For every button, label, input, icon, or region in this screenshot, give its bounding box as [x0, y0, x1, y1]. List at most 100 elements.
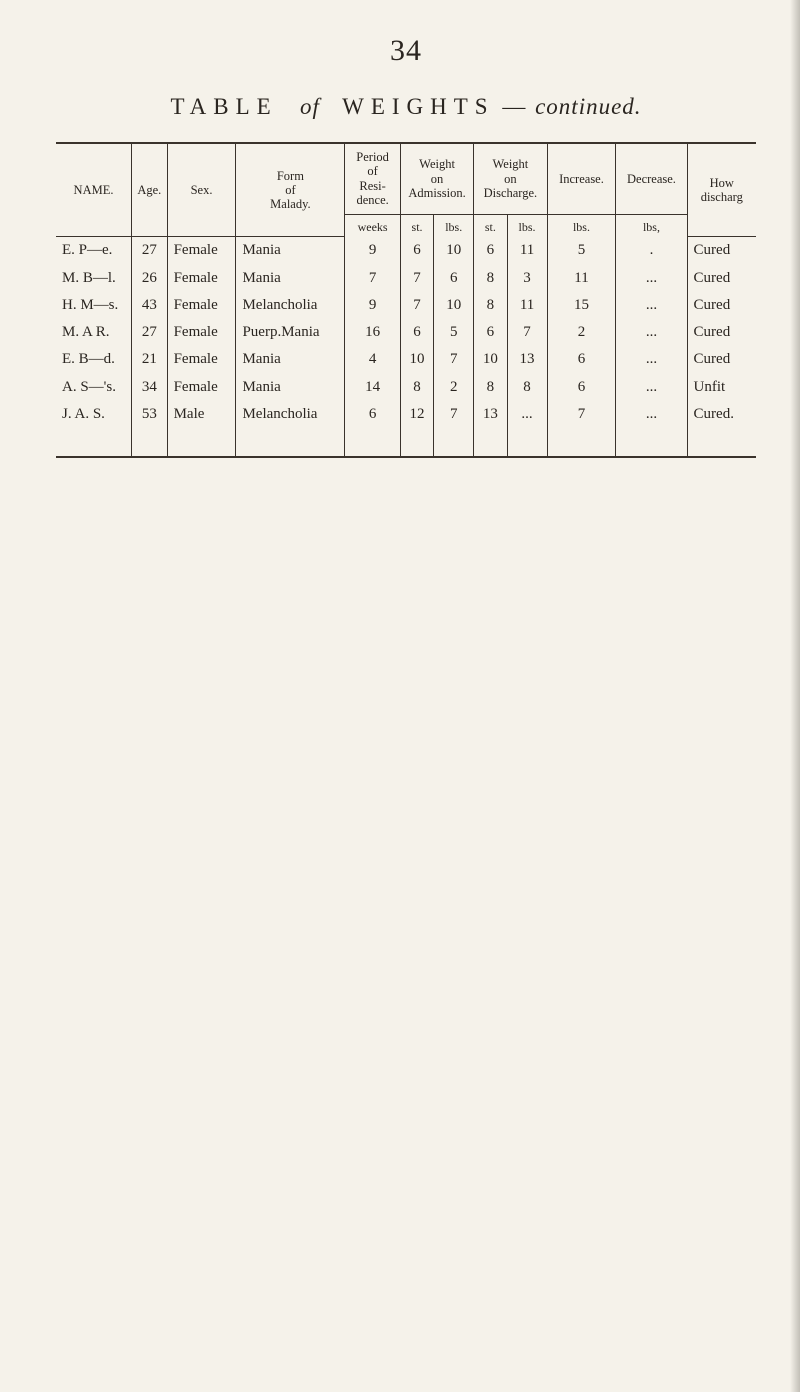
cell-wd-lb: 11 — [507, 237, 547, 265]
cell-inc: 11 — [547, 265, 616, 292]
cell-sex: Female — [167, 374, 236, 401]
cell-wa-st: 10 — [400, 346, 433, 373]
cell-age: 26 — [132, 265, 168, 292]
title-left: TABLE — [170, 94, 277, 119]
cell-how: Cured — [687, 346, 756, 373]
title-mid: WEIGHTS — [342, 94, 494, 119]
cell-wa-st: 7 — [400, 265, 433, 292]
col-sex: Sex. — [167, 143, 236, 237]
cell-wd-st: 6 — [474, 319, 507, 346]
cell-wd-st: 8 — [474, 292, 507, 319]
cell-age: 43 — [132, 292, 168, 319]
title-right: continued. — [535, 94, 641, 119]
cell-period: 9 — [345, 237, 401, 265]
cell-wa-lb: 6 — [434, 265, 474, 292]
unit-period: weeks — [345, 214, 401, 237]
cell-form: Mania — [236, 346, 345, 373]
table-row: E. P—e. 27 Female Mania 9 6 10 6 11 5 . … — [56, 237, 756, 265]
cell-how: Unfit — [687, 374, 756, 401]
table-row: J. A. S. 53 Male Melancholia 6 12 7 13 .… — [56, 401, 756, 428]
cell-how: Cured — [687, 319, 756, 346]
weights-table: NAME. Age. Sex. FormofMalady. PeriodofRe… — [56, 142, 756, 458]
cell-form: Mania — [236, 237, 345, 265]
cell-wd-st: 8 — [474, 265, 507, 292]
page-number: 34 — [56, 34, 756, 68]
cell-wd-lb: 3 — [507, 265, 547, 292]
cell-dec: . — [616, 237, 687, 265]
unit-dec: lbs, — [616, 214, 687, 237]
cell-period: 14 — [345, 374, 401, 401]
cell-name: J. A. S. — [56, 401, 132, 428]
cell-wd-lb: 13 — [507, 346, 547, 373]
cell-wd-lb: 7 — [507, 319, 547, 346]
col-increase: Increase. — [547, 143, 616, 214]
col-weight-admission: WeightonAdmission. — [400, 143, 473, 214]
col-weight-discharge: WeightonDischarge. — [474, 143, 547, 214]
cell-how: Cured — [687, 292, 756, 319]
table-body: E. P—e. 27 Female Mania 9 6 10 6 11 5 . … — [56, 237, 756, 457]
cell-wd-st: 13 — [474, 401, 507, 428]
cell-name: M. A R. — [56, 319, 132, 346]
cell-wd-lb: 8 — [507, 374, 547, 401]
cell-form: Melancholia — [236, 401, 345, 428]
cell-form: Puerp.Mania — [236, 319, 345, 346]
unit-wd-lb: lbs. — [507, 214, 547, 237]
cell-inc: 7 — [547, 401, 616, 428]
table-row: H. M—s. 43 Female Melancholia 9 7 10 8 1… — [56, 292, 756, 319]
cell-wd-lb: ... — [507, 401, 547, 428]
cell-period: 7 — [345, 265, 401, 292]
cell-wa-lb: 7 — [434, 401, 474, 428]
cell-age: 27 — [132, 237, 168, 265]
cell-period: 9 — [345, 292, 401, 319]
cell-how: Cured. — [687, 401, 756, 428]
cell-wa-st: 7 — [400, 292, 433, 319]
unit-inc: lbs. — [547, 214, 616, 237]
cell-name: M. B—l. — [56, 265, 132, 292]
cell-age: 27 — [132, 319, 168, 346]
cell-wd-st: 10 — [474, 346, 507, 373]
table-row: A. S—'s. 34 Female Mania 14 8 2 8 8 6 ..… — [56, 374, 756, 401]
cell-form: Melancholia — [236, 292, 345, 319]
cell-name: E. B—d. — [56, 346, 132, 373]
cell-period: 6 — [345, 401, 401, 428]
cell-dec: ... — [616, 292, 687, 319]
cell-sex: Female — [167, 237, 236, 265]
page: 34 TABLE of WEIGHTS — continued. NAME. A… — [0, 0, 800, 1392]
cell-wa-lb: 7 — [434, 346, 474, 373]
cell-how: Cured — [687, 265, 756, 292]
cell-inc: 5 — [547, 237, 616, 265]
page-right-edge-shadow — [790, 0, 800, 1392]
col-period: PeriodofResi-dence. — [345, 143, 401, 214]
cell-form: Mania — [236, 265, 345, 292]
cell-dec: ... — [616, 346, 687, 373]
cell-form: Mania — [236, 374, 345, 401]
cell-wa-lb: 5 — [434, 319, 474, 346]
cell-how: Cured — [687, 237, 756, 265]
cell-inc: 15 — [547, 292, 616, 319]
unit-wa-st: st. — [400, 214, 433, 237]
cell-sex: Female — [167, 292, 236, 319]
cell-period: 4 — [345, 346, 401, 373]
col-form: FormofMalady. — [236, 143, 345, 237]
cell-sex: Female — [167, 346, 236, 373]
cell-wa-lb: 2 — [434, 374, 474, 401]
table-row: E. B—d. 21 Female Mania 4 10 7 10 13 6 .… — [56, 346, 756, 373]
cell-period: 16 — [345, 319, 401, 346]
unit-wd-st: st. — [474, 214, 507, 237]
col-decrease: Decrease. — [616, 143, 687, 214]
cell-inc: 6 — [547, 346, 616, 373]
cell-wa-st: 6 — [400, 319, 433, 346]
title-of: of — [300, 94, 320, 119]
table-title: TABLE of WEIGHTS — continued. — [56, 94, 756, 120]
cell-name: H. M—s. — [56, 292, 132, 319]
col-age: Age. — [132, 143, 168, 237]
cell-wd-lb: 11 — [507, 292, 547, 319]
cell-dec: ... — [616, 401, 687, 428]
cell-wd-st: 8 — [474, 374, 507, 401]
table-row: M. A R. 27 Female Puerp.Mania 16 6 5 6 7… — [56, 319, 756, 346]
cell-wd-st: 6 — [474, 237, 507, 265]
cell-wa-lb: 10 — [434, 292, 474, 319]
cell-dec: ... — [616, 319, 687, 346]
cell-age: 21 — [132, 346, 168, 373]
col-how: Howdischarg — [687, 143, 756, 237]
